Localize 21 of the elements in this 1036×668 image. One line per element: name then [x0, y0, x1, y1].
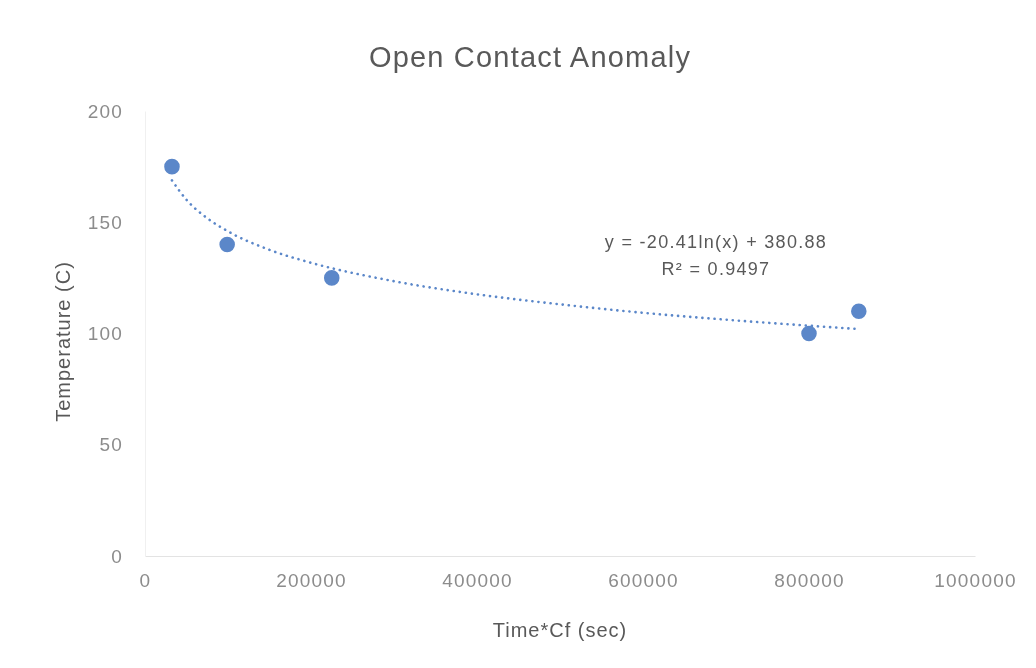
x-tick-label: 600000: [608, 570, 679, 592]
x-tick-label: 200000: [276, 570, 347, 592]
y-tick-label: 100: [87, 323, 123, 345]
annotation: R² = 0.9497: [661, 259, 771, 279]
y-tick-label: 50: [99, 434, 123, 456]
point: [801, 325, 817, 342]
x-tick-label: 0: [139, 570, 152, 592]
chart-title: Open Contact Anomaly: [368, 41, 692, 73]
y-tick-label: 0: [111, 545, 123, 567]
y-axis-title: Temperature (C): [52, 261, 74, 422]
x-axis-title: Time*Cf (sec): [492, 619, 628, 641]
x-tick-label: 800000: [774, 570, 845, 592]
point: [164, 158, 180, 175]
point: [851, 303, 867, 320]
y-tick-label: 150: [87, 211, 123, 233]
x-tick-label: 1000000: [934, 570, 1017, 592]
point: [219, 236, 235, 253]
annotation: y = -20.41ln(x) + 380.88: [604, 232, 828, 252]
y-tick-label: 200: [87, 100, 123, 122]
x-tick-label: 400000: [442, 570, 513, 592]
point: [323, 270, 340, 286]
